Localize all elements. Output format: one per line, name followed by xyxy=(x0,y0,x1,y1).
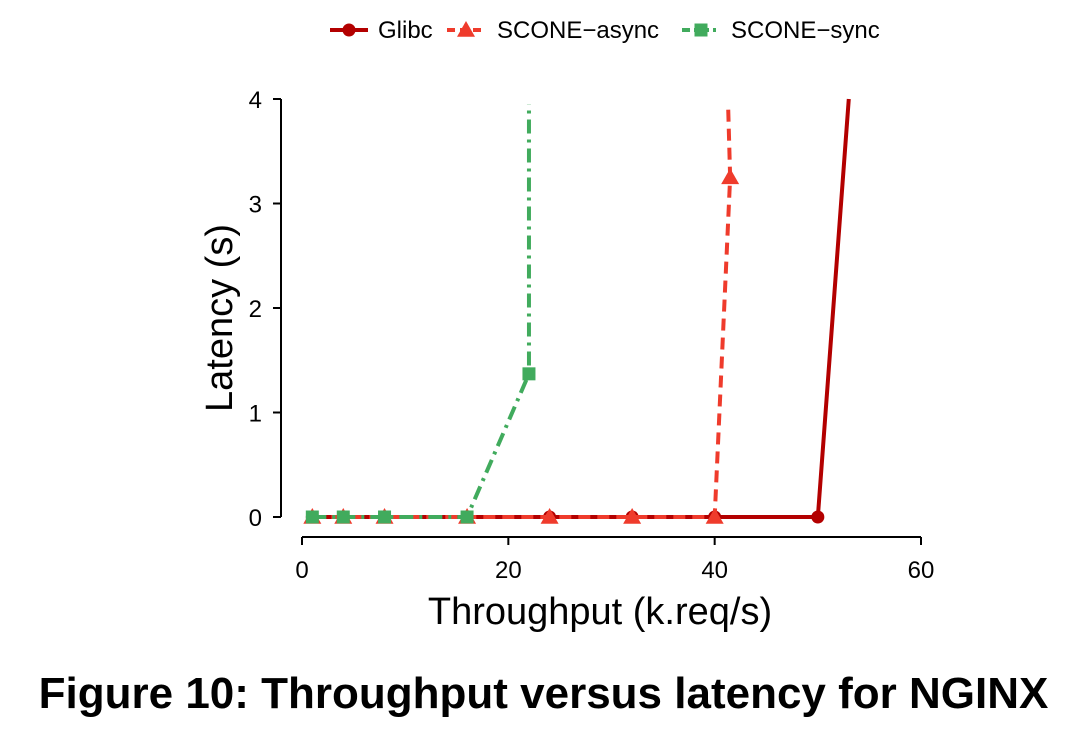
series-2 xyxy=(305,104,536,524)
x-tick-label: 20 xyxy=(495,557,522,584)
legend-label: SCONE−sync xyxy=(731,17,880,44)
y-tick-label: 0 xyxy=(249,505,262,532)
data-point xyxy=(305,510,319,524)
data-point xyxy=(522,367,536,381)
y-tick-label: 2 xyxy=(249,296,262,323)
y-axis-title: Latency (s) xyxy=(199,224,241,412)
legend-item: SCONE−async xyxy=(447,17,659,44)
legend-item: Glibc xyxy=(330,17,433,44)
legend-label: SCONE−async xyxy=(497,17,659,44)
legend-label: Glibc xyxy=(378,17,433,44)
series-0 xyxy=(305,98,851,524)
data-point xyxy=(540,508,559,524)
figure-caption: Figure 10: Throughput versus latency for… xyxy=(38,669,1049,718)
x-tick-label: 60 xyxy=(908,557,935,584)
legend-marker xyxy=(694,23,708,37)
legend-marker xyxy=(457,21,475,37)
legend-item: SCONE−sync xyxy=(682,17,880,44)
y-tick-label: 3 xyxy=(249,192,262,219)
legend: Glibc SCONE−async SCONE−sync xyxy=(330,17,880,44)
data-point xyxy=(721,168,740,185)
series-line xyxy=(312,104,531,519)
x-tick-label: 40 xyxy=(701,557,728,584)
y-tick-label: 4 xyxy=(249,87,262,114)
data-point xyxy=(623,508,642,524)
y-tick-label: 1 xyxy=(249,401,262,428)
series-1 xyxy=(303,104,740,524)
data-point xyxy=(378,510,392,524)
data-point xyxy=(705,508,724,524)
data-point xyxy=(336,510,350,524)
plot-area xyxy=(303,98,851,524)
series-line xyxy=(312,104,733,519)
legend-marker xyxy=(342,23,356,37)
x-tick-label: 0 xyxy=(295,557,308,584)
data-point xyxy=(460,510,474,524)
series-line xyxy=(312,98,851,519)
data-point xyxy=(811,510,825,524)
x-axis-title: Throughput (k.req/s) xyxy=(428,591,772,633)
